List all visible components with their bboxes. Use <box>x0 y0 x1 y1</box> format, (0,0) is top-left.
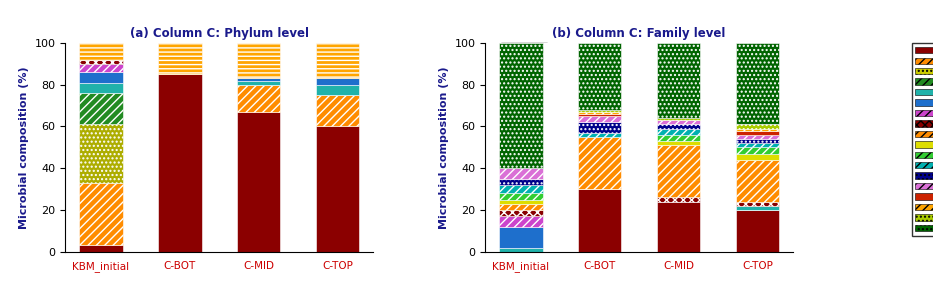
Bar <box>736 124 779 129</box>
Bar <box>578 110 621 112</box>
Bar <box>79 72 122 83</box>
Bar <box>237 85 280 112</box>
Bar <box>237 43 280 79</box>
Bar <box>499 168 542 179</box>
Bar <box>736 210 779 252</box>
Bar <box>316 95 359 126</box>
Bar <box>79 43 122 60</box>
Bar <box>499 179 542 185</box>
Bar <box>736 147 779 154</box>
Bar <box>499 227 542 247</box>
Title: (a) Column C: Phylum level: (a) Column C: Phylum level <box>130 27 309 41</box>
Bar <box>657 120 700 124</box>
Bar <box>578 112 621 114</box>
Bar <box>316 79 359 85</box>
Bar <box>578 137 621 189</box>
Bar <box>657 43 700 118</box>
Bar <box>79 246 122 252</box>
Bar <box>578 189 621 252</box>
Bar <box>79 183 122 246</box>
Bar <box>657 118 700 120</box>
Bar <box>657 145 700 197</box>
Bar <box>736 154 779 160</box>
Legend: Clostridi, Alicyclob, Acidoba, Bradyrhi, Sulfobac, Bacillace, Gaiellace, Acetoba: Clostridi, Alicyclob, Acidoba, Bradyrhi,… <box>912 43 933 236</box>
Bar <box>657 197 700 202</box>
Title: (b) Column C: Family level: (b) Column C: Family level <box>552 27 726 41</box>
Bar <box>499 247 542 252</box>
Bar <box>499 43 542 168</box>
Bar <box>736 43 779 124</box>
Bar <box>736 160 779 202</box>
Bar <box>657 135 700 141</box>
Bar <box>316 43 359 79</box>
Bar <box>736 143 779 147</box>
Bar <box>736 129 779 131</box>
Bar <box>79 124 122 183</box>
Bar <box>657 129 700 135</box>
Bar <box>159 43 202 74</box>
Bar <box>736 135 779 139</box>
Y-axis label: Microbial composition (%): Microbial composition (%) <box>19 66 29 229</box>
Bar <box>578 122 621 133</box>
Bar <box>736 131 779 135</box>
Bar <box>499 185 542 193</box>
Bar <box>736 206 779 210</box>
Bar <box>79 83 122 93</box>
Bar <box>499 200 542 204</box>
Bar <box>578 114 621 116</box>
Bar <box>657 202 700 252</box>
Bar <box>316 85 359 95</box>
Bar <box>578 133 621 137</box>
Legend: Fi, Pr, Ac, Ac, Cl, Ba, Pl, Ni, Ot: Fi, Pr, Ac, Ac, Cl, Ba, Pl, Ni, Ot <box>501 43 548 150</box>
Bar <box>499 204 542 210</box>
Bar <box>578 116 621 122</box>
Bar <box>736 139 779 143</box>
Bar <box>79 64 122 72</box>
Bar <box>159 74 202 252</box>
Bar <box>499 216 542 227</box>
Bar <box>237 112 280 252</box>
Bar <box>79 93 122 124</box>
Bar <box>499 210 542 216</box>
Bar <box>657 141 700 145</box>
Bar <box>79 60 122 64</box>
Bar <box>316 126 359 252</box>
Bar <box>578 43 621 110</box>
Bar <box>237 80 280 85</box>
Bar <box>499 193 542 200</box>
Bar <box>736 202 779 206</box>
Y-axis label: Microbial composition (%): Microbial composition (%) <box>439 66 449 229</box>
Bar <box>657 124 700 129</box>
Bar <box>237 79 280 80</box>
